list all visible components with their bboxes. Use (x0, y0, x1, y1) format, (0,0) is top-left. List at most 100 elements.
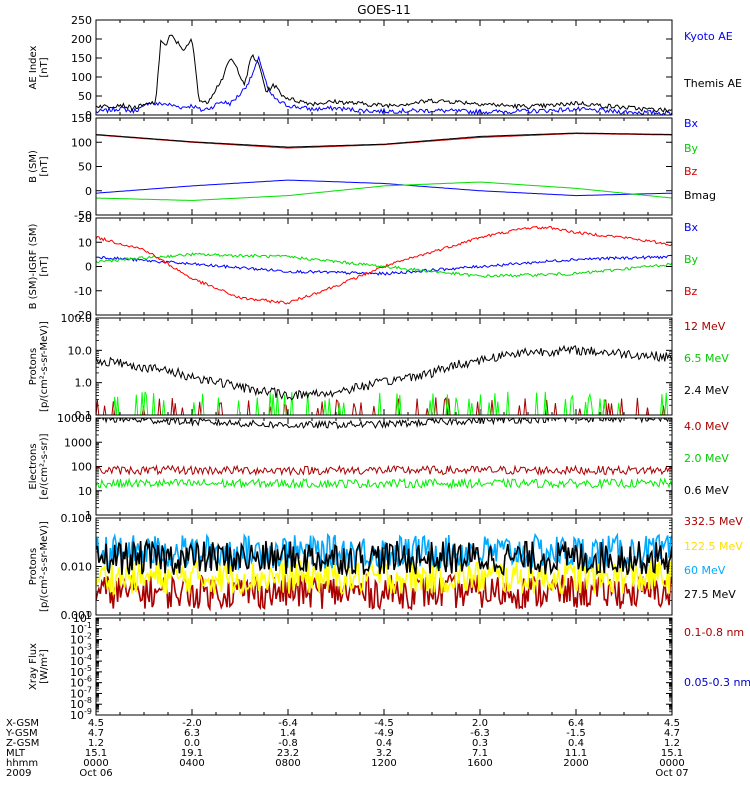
x-row-value: -6.4 (278, 718, 298, 729)
x-row-value: 0800 (275, 758, 300, 769)
legend-label: 122.5 MeV (684, 540, 743, 553)
y-tick-label: 10-3 (70, 642, 92, 657)
y-tick-label: 0.010 (61, 561, 93, 574)
x-row-label: Y-GSM (5, 728, 38, 739)
y-tick-label: 250 (71, 14, 92, 27)
y-axis-label: B (SM)[nT] (28, 150, 50, 183)
legend-label: 2.4 MeV (684, 384, 729, 397)
series-group (96, 34, 672, 115)
x-row-value: -1.5 (566, 728, 586, 739)
panel-electrons: 1 10 100 1000 10000 Electrons[e/(cm²-s-sr)] 4.… (28, 412, 729, 522)
x-row-label: X-GSM (6, 718, 39, 729)
x-row-value: -4.9 (374, 728, 394, 739)
y-tick-label: 1 (85, 509, 92, 522)
y-tick-label: 10-6 (70, 675, 92, 690)
y-tick-label: 10000 (57, 412, 92, 425)
x-row-value: 1.4 (280, 728, 296, 739)
legend-label: 27.5 MeV (684, 588, 736, 601)
x-row-value: -6.3 (470, 728, 490, 739)
y-tick-label: 100 (71, 136, 92, 149)
legend-label: 2.0 MeV (684, 452, 729, 465)
series-group (96, 344, 672, 415)
x-row-value: 15.1 (661, 748, 683, 759)
legend-label: Bz (684, 285, 698, 298)
series-line (96, 572, 672, 612)
x-row-value: 1600 (467, 758, 492, 769)
y-tick-label: 0.100 (61, 512, 93, 525)
x-row-value: 23.2 (277, 748, 299, 759)
x-row-value: 0000 (83, 758, 108, 769)
series-group (96, 532, 672, 612)
y-tick-label: 10-7 (70, 685, 92, 700)
y-tick-label: 150 (71, 52, 92, 65)
x-row-label: MLT (6, 748, 26, 759)
y-tick-label: -20 (74, 309, 92, 322)
y-tick-label: 200 (71, 33, 92, 46)
series-group (96, 225, 672, 305)
x-row-value: 4.5 (88, 718, 104, 729)
x-row-value: 0.4 (568, 738, 584, 749)
y-tick-label: 100.0 (61, 312, 93, 325)
legend-label: 0.6 MeV (684, 484, 729, 497)
y-tick-label: 10-1 (70, 621, 92, 636)
y-tick-label: 150 (71, 112, 92, 125)
x-row-value: 11.1 (565, 748, 587, 759)
x-row-value: 2000 (563, 758, 588, 769)
legend-label: By (684, 253, 699, 266)
y-tick-label: 10-4 (70, 653, 92, 668)
x-row-value: -2.0 (182, 718, 202, 729)
y-tick-label: 10-2 (70, 632, 92, 647)
x-row-value: 1.2 (88, 738, 104, 749)
legend-label: 0.05-0.3 nm (684, 676, 750, 689)
x-row-value: 0.0 (184, 738, 200, 749)
y-tick-label: 100 (71, 461, 92, 474)
y-tick-label: -50 (74, 209, 92, 222)
panel-frame (95, 19, 673, 116)
y-axis-label: Xray Flux[W/m²] (28, 643, 50, 690)
x-row-value: 7.1 (472, 748, 488, 759)
series-line (96, 532, 672, 572)
series-line (96, 55, 672, 115)
panel-ae: 0 50 100 150 200 250 AE Index[nT] Kyoto AE Themi… (28, 14, 742, 122)
x-row-value: 1.2 (664, 738, 680, 749)
y-tick-label: 0.1 (75, 409, 93, 422)
y-tick-label: 0 (85, 185, 92, 198)
legend-label: 4.0 MeV (684, 420, 729, 433)
y-tick-label: 0 (85, 261, 92, 274)
x-row-value: 1200 (371, 758, 396, 769)
x-row-label: Z-GSM (6, 738, 39, 749)
y-tick-label: 20 (78, 212, 92, 225)
y-tick-label: 10-8 (70, 696, 92, 711)
panel-frame (95, 317, 673, 416)
legend-label: Bmag (684, 189, 716, 202)
x-row-value: Oct 06 (79, 768, 112, 779)
panel-frame (95, 617, 673, 716)
y-tick-label: 10 (78, 485, 92, 498)
x-row-value: 3.2 (376, 748, 392, 759)
series-line (96, 179, 672, 197)
x-axis-annotations: X-GSM 4.5 -2.0 -6.4 -4.5 2.0 6.4 4.5 Y-GSM 4.7 6.3… (5, 718, 689, 779)
y-tick-label: 10-5 (70, 664, 92, 679)
y-tick-label: 10-9 (70, 707, 92, 722)
y-tick-label: 50 (78, 90, 92, 103)
x-row-value: 0.4 (376, 738, 392, 749)
legend-label: Themis AE (683, 77, 742, 90)
series-group (96, 132, 672, 201)
x-row-value: 4.7 (88, 728, 104, 739)
y-axis-label: B (SM)-IGRF (SM)[nT] (28, 224, 50, 310)
panel-frame (95, 417, 673, 516)
panel-frame (95, 517, 673, 616)
x-row-value: 4.7 (664, 728, 680, 739)
series-line (96, 225, 672, 305)
panel-protons_low: 0.1 1.0 10.0 100.0 Protons[p/(cm²-s-sr-MeV)]… (28, 312, 729, 422)
series-line (96, 538, 672, 577)
legend-label: Kyoto AE (684, 30, 733, 43)
series-line (96, 181, 672, 201)
x-row-value: 6.4 (568, 718, 584, 729)
y-tick-label: 0.001 (61, 609, 93, 622)
x-row-label: hhmm (6, 758, 38, 769)
series-line (96, 132, 672, 148)
panel-frame (95, 117, 673, 216)
series-group (96, 418, 672, 490)
